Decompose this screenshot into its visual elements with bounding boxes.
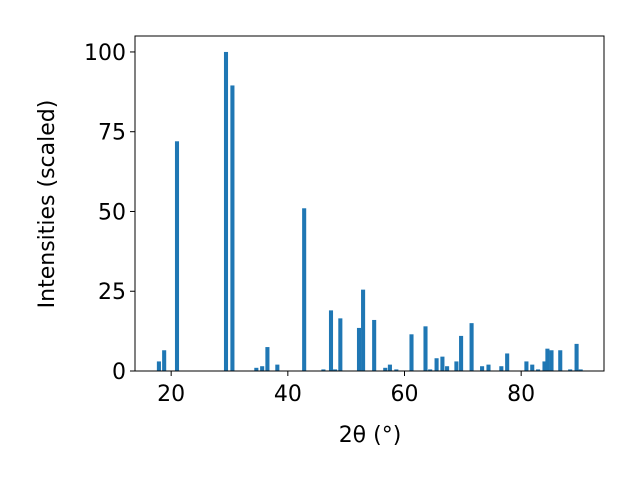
bar (578, 369, 583, 371)
bar (394, 369, 399, 371)
bar (361, 289, 366, 371)
bar (428, 369, 433, 371)
bar (275, 364, 280, 371)
x-tick-label: 40 (274, 382, 302, 407)
bar (434, 358, 439, 371)
x-axis-label: 2θ (°) (339, 423, 402, 448)
bar (440, 356, 445, 371)
bar (568, 369, 573, 371)
bar (338, 318, 343, 371)
bar (321, 369, 326, 371)
bar (174, 141, 180, 371)
x-tick-label: 80 (507, 382, 535, 407)
bar (254, 367, 259, 371)
bar (387, 364, 392, 371)
bar (542, 361, 547, 371)
bar (423, 326, 428, 371)
y-tick-label: 0 (112, 360, 126, 385)
bar (265, 347, 270, 371)
bar (574, 343, 579, 371)
bar (409, 334, 414, 371)
bar (445, 366, 450, 371)
bar (545, 348, 550, 371)
bar (333, 369, 338, 371)
plot-frame (134, 35, 605, 372)
y-tick-label: 25 (98, 280, 126, 305)
bar (486, 364, 491, 371)
bar (499, 366, 504, 371)
bar (549, 350, 554, 371)
bar (328, 310, 334, 371)
bar (260, 366, 265, 371)
bar (530, 364, 535, 371)
bar (302, 208, 307, 371)
y-tick-label: 75 (98, 121, 126, 146)
bar (356, 327, 362, 371)
y-tick-label: 50 (98, 200, 126, 225)
bar (454, 361, 459, 371)
bar (372, 319, 377, 371)
bar (459, 335, 464, 371)
bar (558, 350, 563, 371)
bar (230, 85, 235, 371)
x-tick-label: 60 (391, 382, 419, 407)
bar (480, 366, 485, 371)
bar (162, 350, 167, 371)
bar (469, 323, 474, 371)
y-axis-label: Intensities (scaled) (35, 100, 60, 309)
bar (524, 361, 529, 371)
bar (536, 369, 541, 371)
bar (505, 353, 510, 371)
y-tick-label: 100 (84, 41, 126, 66)
bar (223, 51, 229, 371)
bar (156, 361, 161, 371)
bar (383, 367, 388, 371)
x-tick-label: 20 (157, 382, 185, 407)
